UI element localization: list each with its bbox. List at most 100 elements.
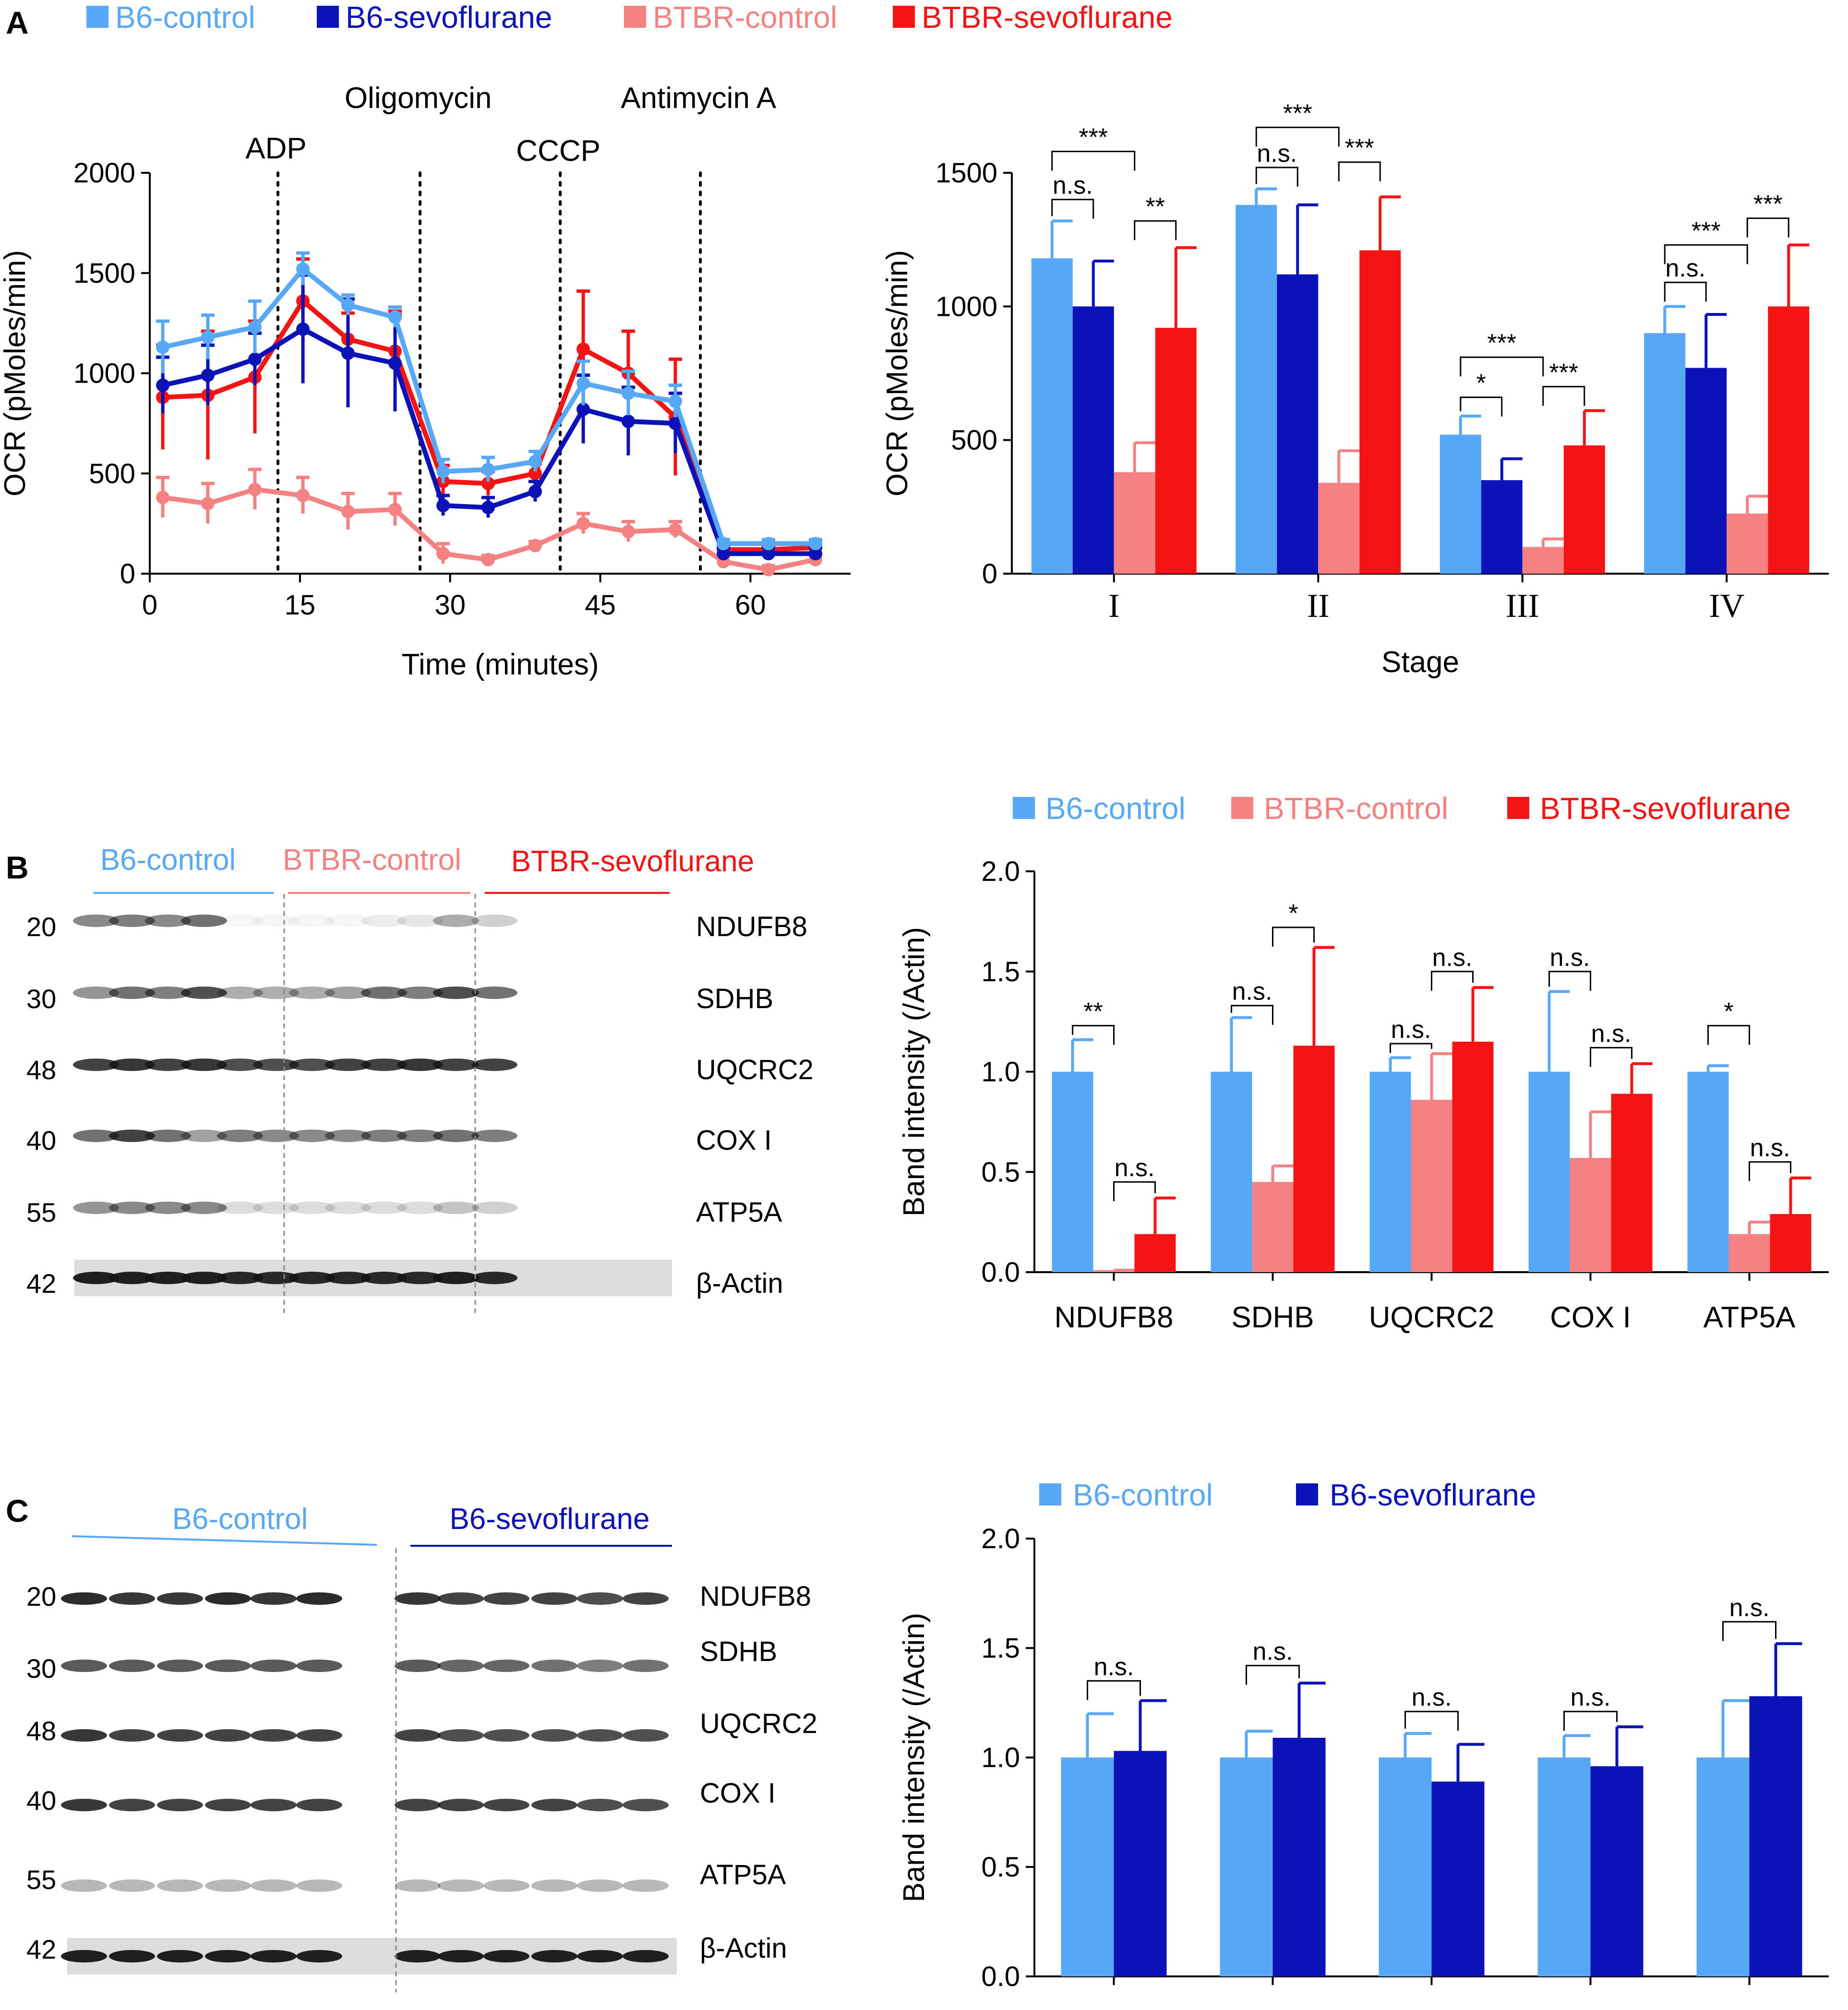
category-label: NDUFB8	[1054, 1301, 1173, 1334]
data-point	[481, 477, 495, 491]
bar-B6-control	[1644, 333, 1686, 574]
significance-label: n.s.	[1232, 978, 1272, 1006]
data-point	[717, 547, 731, 561]
blot-c-marker-1: 30	[26, 1653, 56, 1684]
blot-b-protein-0: NDUFB8	[696, 911, 807, 942]
bar-BTBR-sevoflurane	[1452, 1041, 1494, 1272]
blot-band	[251, 1799, 297, 1811]
legend-b-label-0: B6-control	[1045, 791, 1186, 826]
blot-band	[109, 1729, 155, 1742]
data-point	[296, 262, 310, 276]
blot-band	[181, 1202, 227, 1214]
blot-band	[253, 987, 299, 999]
blot-band	[361, 1272, 407, 1284]
blot-c-marker-4: 55	[26, 1865, 56, 1895]
blot-band	[205, 1592, 251, 1605]
blot-band	[623, 1799, 669, 1811]
bar-BTBR-control	[1318, 482, 1360, 574]
bar-BTBR-sevoflurane	[1768, 306, 1810, 574]
blot-band	[73, 1059, 119, 1071]
data-point	[481, 501, 495, 515]
y-tick-label: 0	[982, 558, 997, 590]
blot-b-marker-2: 48	[26, 1055, 56, 1085]
blot-band	[483, 1879, 529, 1892]
blot-band	[61, 1799, 107, 1811]
data-point	[761, 563, 775, 577]
significance-label: n.s.	[1053, 172, 1093, 200]
y-tick-label: 0	[120, 558, 135, 590]
y-tick-label: 2000	[73, 157, 135, 189]
data-point	[156, 491, 170, 505]
category-label: ATP5A	[1704, 1301, 1796, 1334]
legend-a-label-3: BTBR-sevoflurane	[922, 0, 1173, 35]
blot-b-protein-5: β-Actin	[696, 1268, 783, 1299]
blot-band	[531, 1950, 577, 1962]
blot-band	[253, 1202, 299, 1214]
bar-B6-control	[1379, 1757, 1432, 1976]
blot-band	[296, 1729, 342, 1742]
injection-label: Antimycin A	[621, 82, 777, 115]
data-point	[576, 517, 590, 530]
blot-band	[296, 1950, 342, 1962]
blot-band	[181, 987, 227, 999]
data-point	[669, 394, 682, 408]
y-tick-label: 1000	[73, 358, 135, 389]
data-point	[201, 330, 215, 344]
blot-band	[433, 1130, 479, 1142]
x-tick-label: 0	[142, 590, 157, 621]
blot-band	[483, 1799, 529, 1811]
blot-b-protein-3: COX I	[696, 1125, 772, 1156]
blot-band	[181, 1059, 227, 1071]
legend-b-label-2: BTBR-sevoflurane	[1540, 791, 1791, 826]
blot-b-protein-1: SDHB	[696, 983, 773, 1014]
blot-band	[253, 1059, 299, 1071]
blot-b-marker-1: 30	[26, 984, 56, 1014]
significance-bracket	[1231, 1005, 1273, 1025]
bar-BTBR-sevoflurane	[1359, 250, 1401, 574]
significance-bracket	[1255, 126, 1340, 147]
y-axis-title: Band intensity (/Actin)	[898, 927, 931, 1216]
blot-band	[433, 1272, 479, 1284]
blot-band	[361, 1130, 407, 1142]
category-label: IV	[1709, 588, 1744, 625]
blot-band	[145, 987, 191, 999]
significance-label: n.s.	[1115, 1154, 1155, 1182]
category-label: SDHB	[1231, 1301, 1314, 1334]
blot-band	[73, 1202, 119, 1214]
data-point	[669, 416, 682, 430]
blot-band	[471, 1059, 517, 1071]
bar-BTBR-sevoflurane	[1770, 1214, 1812, 1272]
blot-band	[325, 1059, 371, 1071]
blot-band	[296, 1660, 342, 1672]
data-point	[248, 482, 262, 496]
panel-label-c: C	[6, 1493, 29, 1529]
bar-B6-control	[1052, 1071, 1093, 1272]
data-point	[388, 356, 402, 370]
data-point	[761, 537, 775, 551]
blot-band	[397, 1202, 443, 1214]
significance-label: ***	[1487, 329, 1516, 357]
blot-c-marker-3: 40	[26, 1785, 56, 1816]
blot-band	[471, 915, 517, 927]
blot-band	[73, 1272, 119, 1284]
blot-band	[531, 1660, 577, 1672]
blot-band	[397, 987, 443, 999]
injection-label: CCCP	[516, 134, 600, 168]
significance-label: n.s.	[1412, 1684, 1452, 1711]
complex-band-intensity-chart-c: 0.0 0.5 1.0 1.5 2.0 Band intensity (/Actin) ND…	[898, 1523, 1829, 2010]
blot-band	[157, 1799, 203, 1811]
blot-band	[471, 987, 517, 999]
blot-c-protein-1: SDHB	[700, 1636, 777, 1667]
ocr-time-course-chart: 0 500 1000 1500 2000 0 15 30 45 60 Time (minutes) O…	[0, 82, 851, 681]
blot-b-marker-0: 20	[26, 912, 56, 942]
y-tick-label: 1000	[936, 291, 997, 322]
legend-c-swatch-1	[1296, 1483, 1318, 1505]
blot-band	[438, 1592, 484, 1605]
blot-band	[157, 1592, 203, 1605]
significance-bracket	[1051, 199, 1094, 219]
data-point	[528, 539, 542, 553]
blot-band	[289, 1059, 335, 1071]
x-axis-title: Time (minutes)	[401, 648, 599, 681]
data-point	[388, 310, 402, 324]
blot-b-group-label-1: BTBR-control	[283, 843, 461, 877]
